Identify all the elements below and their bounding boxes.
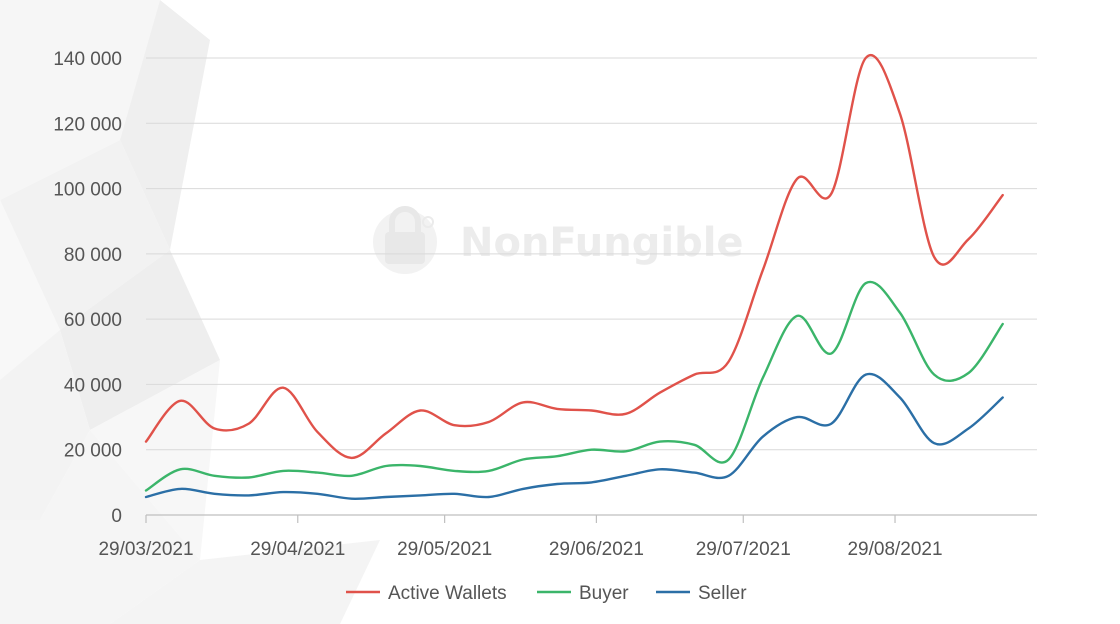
legend-label-buyer: Buyer xyxy=(579,583,629,604)
y-tick-label: 20 000 xyxy=(64,441,122,462)
y-tick-label: 120 000 xyxy=(53,114,122,135)
series-line-buyer xyxy=(144,280,1004,492)
x-tick-label: 29/03/2021 xyxy=(98,539,193,560)
series-line-active-wallets xyxy=(144,54,1004,460)
x-tick-label: 29/07/2021 xyxy=(696,539,791,560)
legend: Active Wallets Buyer Seller xyxy=(346,583,747,604)
y-tick-label: 80 000 xyxy=(64,245,122,266)
grid-lines xyxy=(146,57,1037,451)
x-axis: 29/03/2021 29/04/2021 29/05/2021 29/06/2021… xyxy=(98,514,1037,560)
watermark-text: NonFungible xyxy=(460,220,744,266)
series-line-seller xyxy=(144,372,1004,500)
y-tick-label: 40 000 xyxy=(64,375,122,396)
x-tick-label: 29/08/2021 xyxy=(847,539,942,560)
legend-label-active-wallets: Active Wallets xyxy=(388,583,507,604)
series-lines xyxy=(144,54,1004,500)
legend-label-seller: Seller xyxy=(698,583,747,604)
y-tick-label: 100 000 xyxy=(53,180,122,201)
y-tick-label: 60 000 xyxy=(64,310,122,331)
watermark: NonFungible xyxy=(373,206,744,274)
x-tick-label: 29/06/2021 xyxy=(549,539,644,560)
y-tick-label: 0 xyxy=(111,506,122,527)
watermark-logo-icon xyxy=(373,206,437,274)
y-tick-label: 140 000 xyxy=(53,49,122,70)
y-axis-tick-labels: 0 20 000 40 000 60 000 80 000 100 000 120 000 1… xyxy=(53,49,122,527)
x-tick-label: 29/05/2021 xyxy=(397,539,492,560)
x-tick-label: 29/04/2021 xyxy=(250,539,345,560)
